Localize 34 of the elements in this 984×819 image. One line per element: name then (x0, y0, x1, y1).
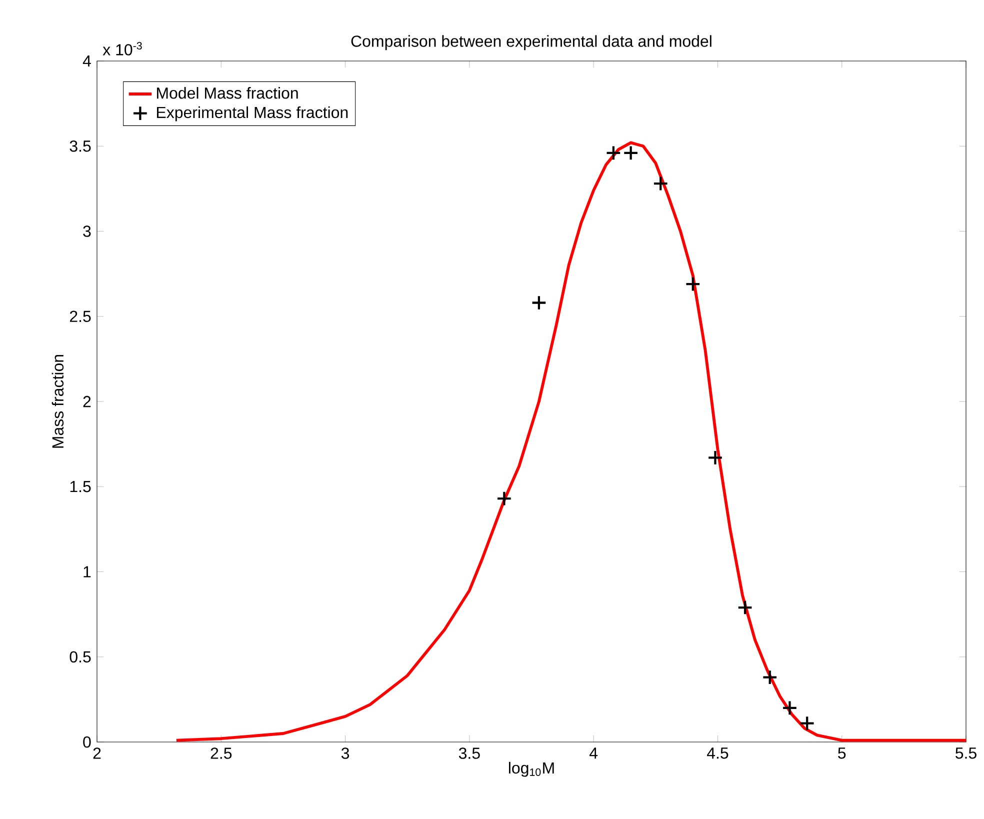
y-tick-label: 1 (84, 566, 91, 578)
y-tick-label: 2 (83, 396, 91, 408)
x-tick-label: 2.5 (210, 748, 232, 759)
y-tick-label: 0.5 (70, 651, 91, 663)
y-tick-label: 1.5 (70, 481, 91, 492)
point (623, 145, 639, 161)
legend-label: Experimental Mass fraction (157, 106, 348, 122)
point (496, 490, 512, 506)
x-tick-label: 4.5 (706, 748, 728, 759)
y-tick-label: 3 (83, 226, 91, 237)
point (685, 276, 701, 292)
x-tick-label: 4 (590, 748, 598, 759)
point (531, 295, 547, 310)
y-axis-title: Mass fraction (52, 354, 64, 448)
legend-label: Model Mass fraction (157, 87, 298, 99)
chart-title: Comparison between experimental data and model (351, 35, 712, 50)
point (606, 145, 622, 161)
point (652, 176, 668, 192)
y-tick-label: 0 (83, 736, 91, 748)
point (737, 600, 753, 616)
y-tick-label: 3.5 (70, 140, 91, 152)
y-tick-label: 4 (82, 56, 91, 67)
point (799, 716, 815, 732)
x-tick-label: 3 (341, 748, 350, 759)
point (762, 670, 778, 686)
point (782, 700, 798, 716)
text: x 10$^{-3}$ (102, 42, 142, 56)
x-tick-label: 5.5 (956, 748, 976, 759)
x-tick-label: 2 (93, 748, 101, 759)
point (708, 450, 723, 466)
x-axis-title: log$_{10}$M (508, 762, 554, 777)
y-tick-label: 2.5 (70, 310, 91, 322)
x-tick-label: 5 (838, 748, 846, 759)
x-tick-label: 3.5 (458, 748, 480, 759)
